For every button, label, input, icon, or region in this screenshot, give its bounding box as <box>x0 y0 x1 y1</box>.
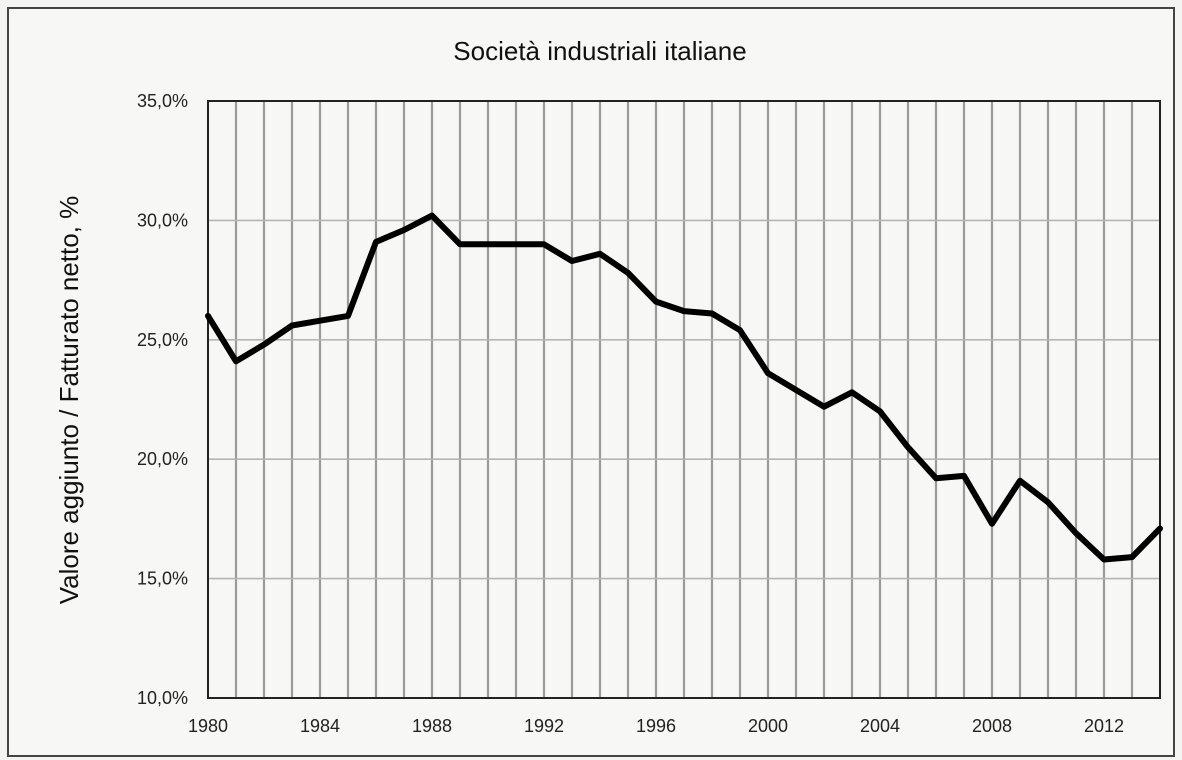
data-point <box>515 243 517 245</box>
y-tick-label: 25,0% <box>137 330 188 350</box>
data-point <box>767 372 769 374</box>
data-point <box>739 329 741 331</box>
data-point <box>403 229 405 231</box>
y-axis-label: Valore aggiunto / Fatturato netto, % <box>54 196 84 605</box>
data-point <box>683 310 685 312</box>
plot-area <box>207 100 1161 699</box>
x-tick-label: 2008 <box>972 716 1012 736</box>
y-tick-label: 15,0% <box>137 569 188 589</box>
chart-title: Società industriali italiane <box>453 36 746 66</box>
data-point <box>319 320 321 322</box>
data-point <box>1019 480 1021 482</box>
data-point <box>991 523 993 525</box>
data-point <box>487 243 489 245</box>
x-tick-label: 1984 <box>300 716 340 736</box>
data-point <box>291 324 293 326</box>
data-point <box>795 389 797 391</box>
y-tick-label: 10,0% <box>137 688 188 708</box>
data-point <box>347 315 349 317</box>
data-point <box>851 391 853 393</box>
ticks: 10,0% 15,0% 20,0% 25,0% 30,0% 35,0% 1980 1984 19… <box>137 91 1124 736</box>
y-tick-label: 30,0% <box>137 210 188 230</box>
data-point <box>627 272 629 274</box>
data-point <box>1131 556 1133 558</box>
data-point <box>907 446 909 448</box>
x-tick-label: 2004 <box>860 716 900 736</box>
data-point <box>571 260 573 262</box>
data-point <box>235 360 237 362</box>
x-tick-label: 1992 <box>524 716 564 736</box>
x-tick-label: 2000 <box>748 716 788 736</box>
data-point <box>879 410 881 412</box>
data-point <box>1103 558 1105 560</box>
y-tick-label: 20,0% <box>137 449 188 469</box>
data-point <box>823 406 825 408</box>
data-point <box>1075 532 1077 534</box>
data-point <box>1047 501 1049 503</box>
data-point <box>655 301 657 303</box>
grid <box>208 101 1160 698</box>
y-tick-label: 35,0% <box>137 91 188 111</box>
data-point <box>459 243 461 245</box>
data-point <box>263 344 265 346</box>
data-point <box>431 215 433 217</box>
data-point <box>935 477 937 479</box>
data-point <box>543 243 545 245</box>
data-point <box>375 241 377 243</box>
series <box>205 212 1163 563</box>
x-tick-label: 2012 <box>1084 716 1124 736</box>
x-tick-label: 1996 <box>636 716 676 736</box>
x-tick-label: 1980 <box>188 716 228 736</box>
frame <box>7 7 1175 757</box>
data-point <box>599 253 601 255</box>
x-tick-label: 1988 <box>412 716 452 736</box>
data-point <box>1159 527 1161 529</box>
data-point <box>207 315 209 317</box>
data-point <box>711 313 713 315</box>
data-point <box>963 475 965 477</box>
